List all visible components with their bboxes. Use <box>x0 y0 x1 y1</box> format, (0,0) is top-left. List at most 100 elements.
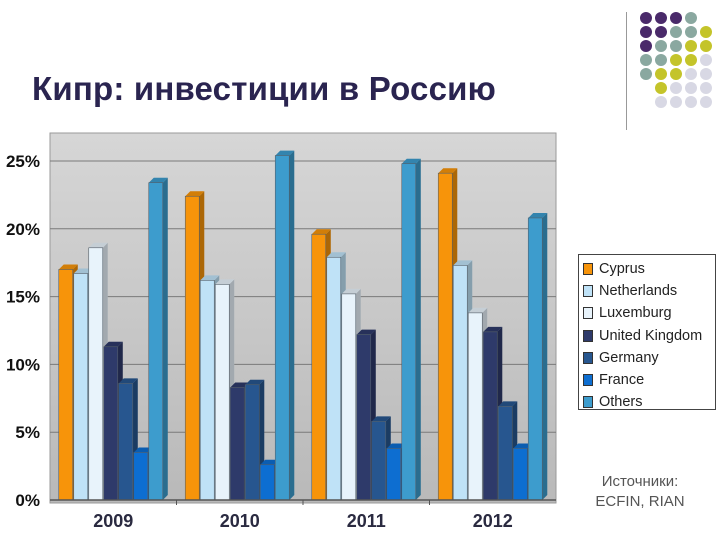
legend-swatch <box>583 263 593 276</box>
decor-dot <box>700 82 712 94</box>
bar-top-shade <box>275 150 295 156</box>
bar-top-shade <box>58 264 78 270</box>
y-tick-label: 5% <box>15 423 40 442</box>
bar-top-shade <box>133 447 153 453</box>
bar-top <box>200 275 220 281</box>
bar-top <box>498 401 518 407</box>
y-tick-label: 15% <box>6 288 40 307</box>
source-names: ECFIN, RIAN <box>595 493 685 510</box>
bar-top-shade <box>513 443 533 449</box>
legend-label: Luxemburg <box>599 305 672 322</box>
decor-dot <box>655 54 667 66</box>
bar-front <box>371 421 387 501</box>
legend-item: Cyprus <box>583 258 715 280</box>
bar-top-shade <box>215 279 235 285</box>
decor-dot <box>670 82 682 94</box>
decor-dot <box>640 26 652 38</box>
bar-top-shade <box>148 177 168 183</box>
bar-top-shade <box>311 229 331 235</box>
bar-front <box>497 406 513 501</box>
legend-swatch <box>583 307 593 320</box>
bar-front <box>452 265 468 501</box>
bar-front <box>103 346 119 501</box>
decor-dot <box>655 12 667 24</box>
bar-others-2011 <box>401 158 421 501</box>
bar-top-shade <box>341 288 361 294</box>
bar-top-shade <box>326 252 346 258</box>
bar-front <box>274 155 290 501</box>
bar-top-shade <box>230 382 250 388</box>
legend-swatch <box>583 351 593 364</box>
bar-front <box>401 163 417 501</box>
x-tick-label: 2011 <box>347 511 386 531</box>
dot-grid-shapes <box>640 12 712 108</box>
bar-front <box>214 284 230 501</box>
bar-front <box>326 256 342 501</box>
legend-label: France <box>599 372 645 389</box>
decor-dot <box>700 26 712 38</box>
source-note: Источники: ECFIN, RIAN <box>578 472 702 512</box>
bar-top <box>73 268 93 274</box>
bar-top-shade <box>103 341 123 347</box>
y-tick-label: 10% <box>6 355 40 374</box>
bar-side-shade <box>542 212 548 500</box>
bar-chart: 0% 5% 10% 15% 20% 25% 2009 2010 2011 2012 <box>6 132 557 531</box>
bar-top-shade <box>356 329 376 335</box>
bar-top <box>148 177 168 183</box>
slide-title: Кипр: инвестиции в Россию <box>32 70 497 107</box>
legend-swatch <box>583 396 593 409</box>
decor-dot <box>685 96 697 108</box>
bar-top-shade <box>118 378 138 384</box>
legend-label: Netherlands <box>599 283 678 300</box>
bar-top <box>356 329 376 335</box>
bar-top <box>513 443 533 449</box>
bar-top-shade <box>260 459 280 465</box>
bar-top <box>230 382 250 388</box>
bar-side-shade <box>415 158 421 500</box>
bar-top <box>260 459 280 465</box>
decor-dot <box>640 54 652 66</box>
x-tick-label: 2010 <box>220 511 260 531</box>
bar-top-shade <box>200 275 220 281</box>
bar-top <box>118 378 138 384</box>
bar-side <box>542 212 548 500</box>
bar-front <box>341 293 357 501</box>
y-tick-label: 20% <box>6 220 40 239</box>
bar-top-shade <box>88 242 108 248</box>
bar-top-shade <box>438 168 458 174</box>
decor-dot <box>670 54 682 66</box>
bar-top <box>468 307 488 313</box>
y-tick-label: 25% <box>6 152 40 171</box>
bar-top-shade <box>401 158 421 164</box>
bar-top <box>483 326 503 332</box>
bar-front <box>386 448 402 501</box>
bar-front <box>244 384 260 501</box>
bar-top <box>386 443 406 449</box>
legend-item: France <box>583 369 715 391</box>
bar-top <box>185 191 205 197</box>
bar-top <box>371 416 391 422</box>
bar-side <box>289 150 295 501</box>
bar-top <box>438 168 458 174</box>
bar-front <box>229 387 245 501</box>
decor-dot <box>685 68 697 80</box>
bar-top-shade <box>468 307 488 313</box>
bar-others-2010 <box>274 150 295 501</box>
bar-front <box>482 331 498 501</box>
decor-dot <box>655 96 667 108</box>
bar-side <box>415 158 421 500</box>
decor-dot <box>700 40 712 52</box>
legend-label: United Kingdom <box>599 327 703 344</box>
legend-item: Germany <box>583 347 715 369</box>
legend-item: Luxemburg <box>583 302 715 324</box>
bar-front <box>356 334 372 501</box>
x-tick-label: 2009 <box>93 511 133 531</box>
decor-dot <box>700 68 712 80</box>
source-label: Источники: <box>601 473 679 490</box>
decor-dot <box>670 26 682 38</box>
bar-side-shade <box>162 177 168 501</box>
decor-dot <box>670 96 682 108</box>
bar-top-shade <box>386 443 406 449</box>
bar-front <box>184 195 200 501</box>
legend-label: Germany <box>599 349 659 366</box>
